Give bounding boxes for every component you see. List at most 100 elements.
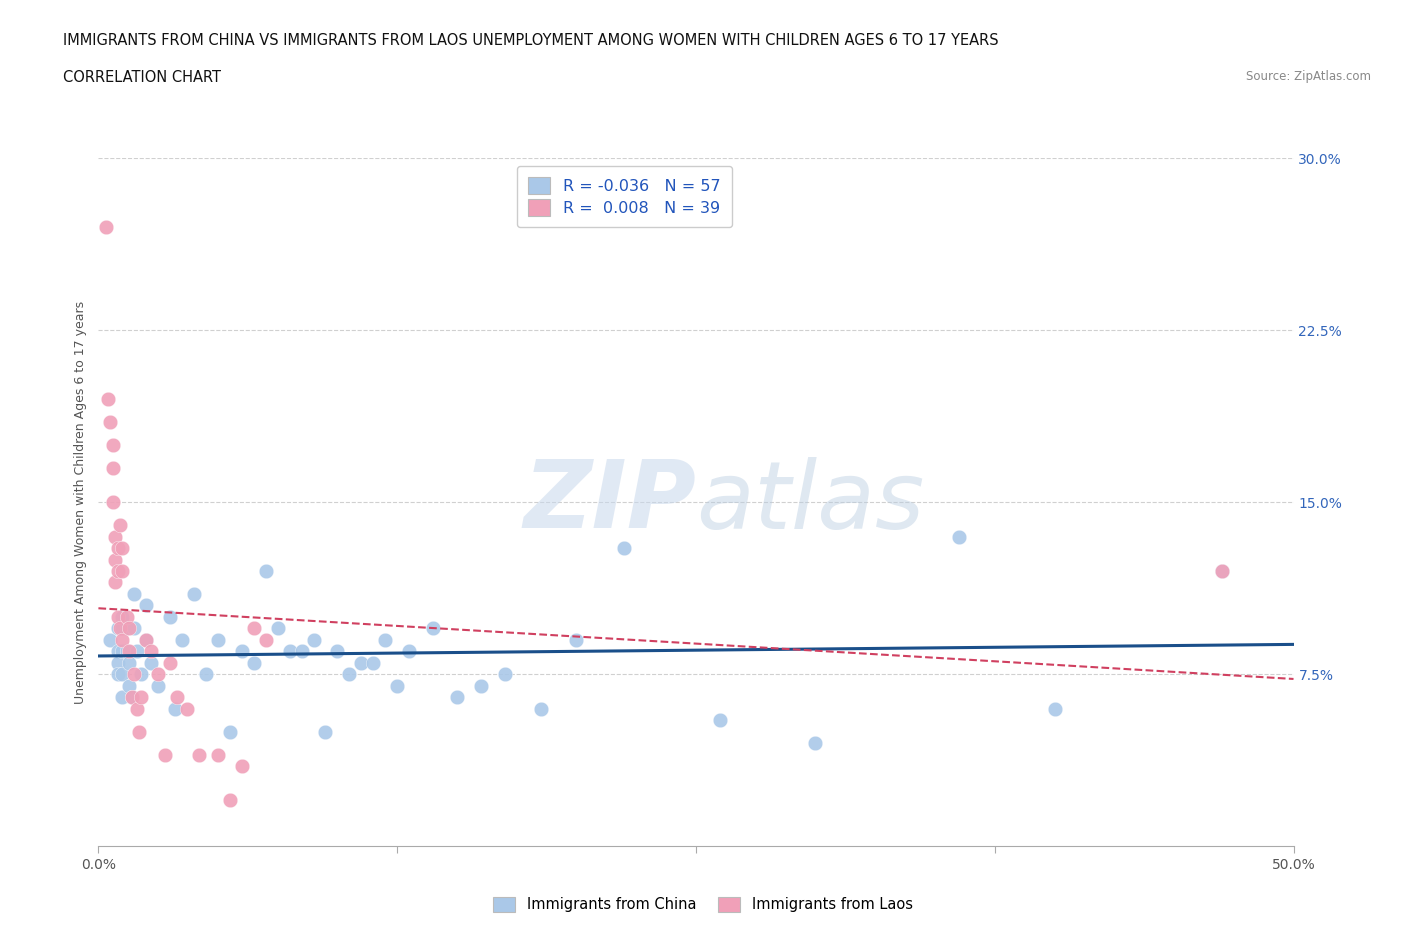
Point	[101, 437, 124, 452]
Point	[135, 632, 157, 647]
Point	[494, 667, 516, 682]
Point	[267, 621, 290, 636]
Point	[135, 598, 157, 613]
Point	[363, 656, 385, 671]
Point	[111, 644, 134, 658]
Point	[111, 540, 134, 555]
Point	[374, 632, 396, 647]
Point	[118, 621, 141, 636]
Point	[948, 529, 970, 544]
Point	[315, 724, 337, 739]
Point	[166, 690, 188, 705]
Point	[219, 793, 242, 808]
Point	[107, 564, 129, 578]
Point	[125, 701, 148, 716]
Point	[98, 632, 122, 647]
Point	[139, 644, 162, 658]
Point	[243, 621, 266, 636]
Point	[243, 656, 266, 671]
Point	[176, 701, 198, 716]
Point	[302, 632, 325, 647]
Point	[115, 609, 138, 624]
Point	[207, 747, 229, 762]
Point	[131, 667, 153, 682]
Point	[1211, 564, 1233, 578]
Point	[398, 644, 420, 658]
Point	[339, 667, 360, 682]
Point	[291, 644, 314, 658]
Point	[385, 678, 409, 693]
Point	[254, 564, 277, 578]
Point	[111, 564, 134, 578]
Point	[101, 495, 124, 510]
Point	[121, 690, 143, 705]
Legend: Immigrants from China, Immigrants from Laos: Immigrants from China, Immigrants from L…	[488, 891, 918, 918]
Point	[107, 667, 129, 682]
Point	[278, 644, 301, 658]
Point	[107, 621, 129, 636]
Point	[115, 644, 138, 658]
Point	[111, 667, 134, 682]
Point	[115, 621, 138, 636]
Point	[194, 667, 218, 682]
Point	[111, 632, 134, 647]
Point	[111, 621, 134, 636]
Point	[613, 540, 636, 555]
Point	[163, 701, 186, 716]
Point	[148, 667, 170, 682]
Y-axis label: Unemployment Among Women with Children Ages 6 to 17 years: Unemployment Among Women with Children A…	[75, 300, 87, 704]
Point	[231, 759, 253, 774]
Point	[187, 747, 209, 762]
Point	[104, 552, 127, 567]
Point	[565, 632, 588, 647]
Point	[101, 460, 124, 475]
Point	[98, 415, 122, 430]
Point	[1043, 701, 1066, 716]
Point	[172, 632, 194, 647]
Point	[124, 621, 146, 636]
Point	[159, 609, 181, 624]
Point	[107, 540, 129, 555]
Point	[231, 644, 253, 658]
Point	[111, 690, 134, 705]
Point	[128, 724, 150, 739]
Point	[148, 678, 170, 693]
Text: atlas: atlas	[696, 457, 924, 548]
Point	[131, 690, 153, 705]
Point	[108, 518, 131, 533]
Point	[155, 747, 177, 762]
Point	[422, 621, 444, 636]
Point	[107, 644, 129, 658]
Point	[350, 656, 373, 671]
Point	[124, 667, 146, 682]
Point	[135, 632, 157, 647]
Text: Source: ZipAtlas.com: Source: ZipAtlas.com	[1246, 70, 1371, 83]
Point	[118, 656, 141, 671]
Point	[446, 690, 468, 705]
Point	[104, 529, 127, 544]
Point	[804, 736, 827, 751]
Point	[107, 656, 129, 671]
Point	[121, 690, 143, 705]
Point	[118, 678, 141, 693]
Point	[183, 587, 205, 602]
Point	[118, 644, 141, 658]
Point	[326, 644, 349, 658]
Point	[107, 609, 129, 624]
Point	[111, 609, 134, 624]
Text: ZIP: ZIP	[523, 457, 696, 548]
Point	[254, 632, 277, 647]
Point	[125, 644, 148, 658]
Text: IMMIGRANTS FROM CHINA VS IMMIGRANTS FROM LAOS UNEMPLOYMENT AMONG WOMEN WITH CHIL: IMMIGRANTS FROM CHINA VS IMMIGRANTS FROM…	[63, 33, 998, 47]
Point	[97, 392, 120, 406]
Point	[219, 724, 242, 739]
Legend: R = -0.036   N = 57, R =  0.008   N = 39: R = -0.036 N = 57, R = 0.008 N = 39	[516, 166, 733, 227]
Point	[1211, 564, 1233, 578]
Point	[159, 656, 181, 671]
Point	[139, 656, 162, 671]
Text: CORRELATION CHART: CORRELATION CHART	[63, 70, 221, 85]
Point	[94, 219, 117, 234]
Point	[709, 712, 731, 727]
Point	[124, 587, 146, 602]
Point	[207, 632, 229, 647]
